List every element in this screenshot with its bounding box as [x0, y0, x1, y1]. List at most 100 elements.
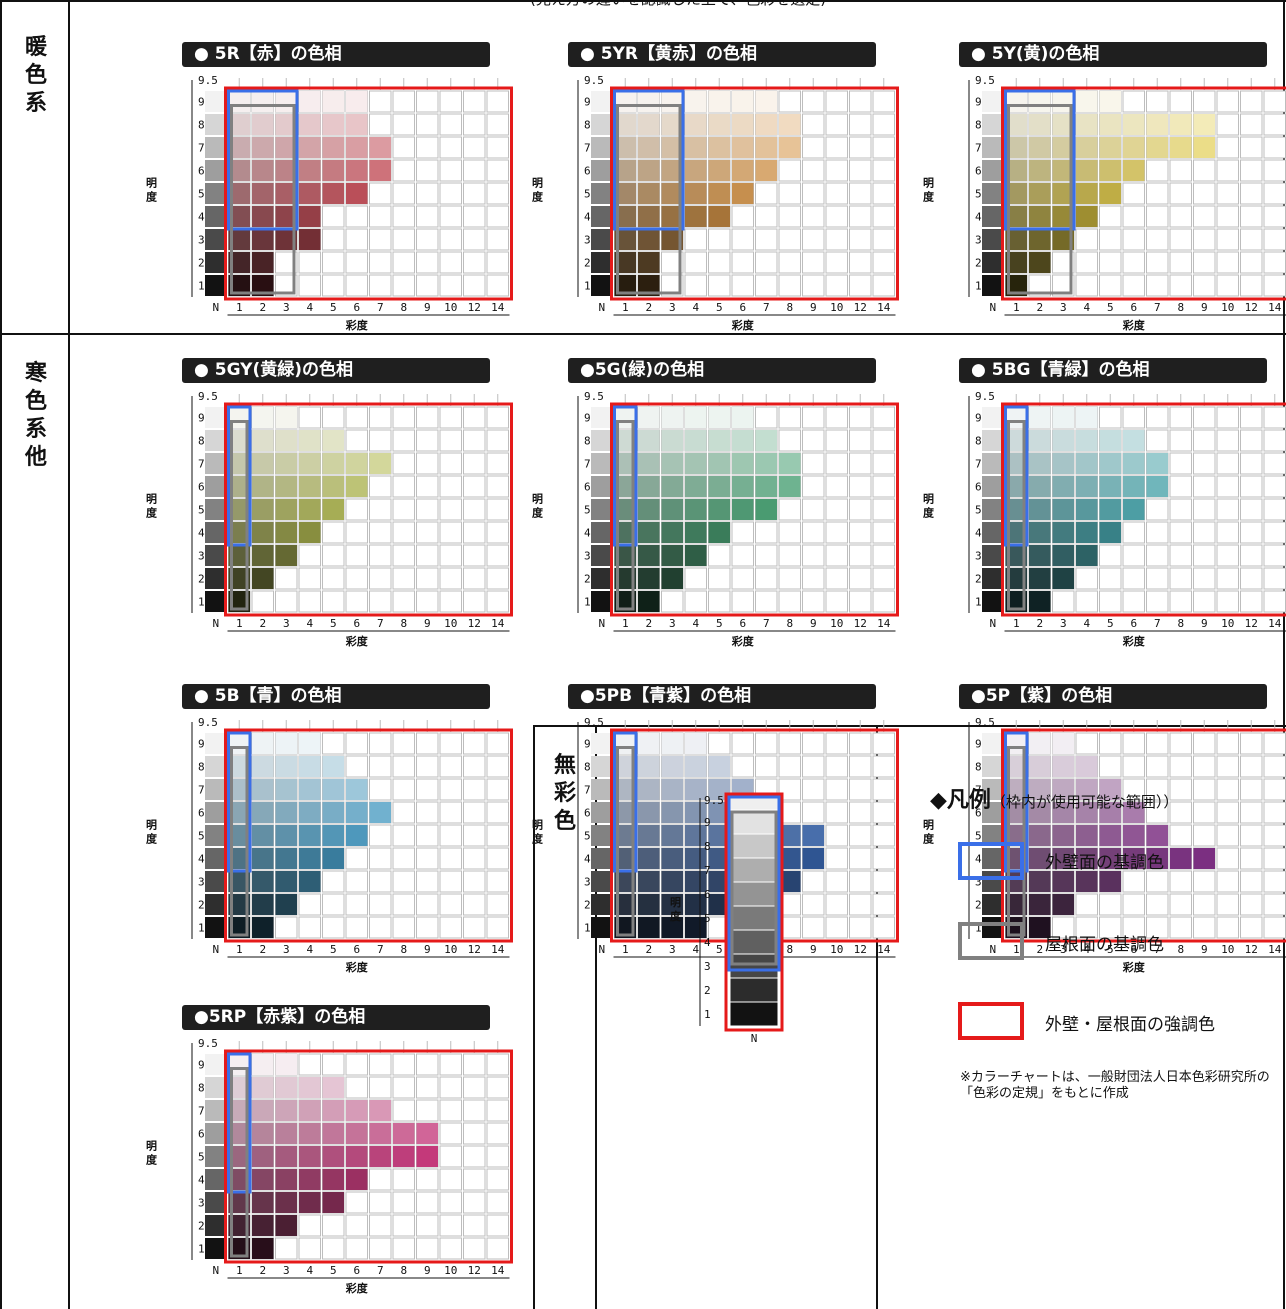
grid-cell	[1240, 228, 1263, 251]
x-tick-label: 7	[377, 617, 384, 630]
swatch-v9-cN	[591, 407, 613, 428]
header-partial: (見え方の違いを認識した上で、色彩を選定)	[530, 0, 826, 9]
y-tick-label: 2	[198, 1220, 205, 1233]
grid-cell	[1099, 274, 1122, 297]
grid-cell	[416, 251, 439, 274]
grid-cell	[825, 182, 848, 205]
x-tick-label: 9	[1201, 301, 1208, 314]
swatch-v7-cN	[205, 1100, 227, 1121]
swatch-v3-c3	[275, 1192, 297, 1213]
x-tick-label: N	[212, 301, 219, 314]
grid-cell	[755, 251, 778, 274]
neutral-y-tick-label: 9.5	[704, 794, 724, 807]
swatch-v5-cN	[205, 1146, 227, 1167]
y-tick-label: 3	[975, 876, 982, 889]
swatch-v2-cN	[205, 252, 227, 273]
neutral-swatch	[729, 833, 779, 859]
grid-cell	[251, 590, 274, 613]
grid-cell	[849, 778, 872, 801]
swatch-v4-c7	[1146, 848, 1168, 869]
swatch-v7-c5	[708, 137, 730, 158]
grid-cell	[1216, 778, 1239, 801]
y-tick-label: 4	[198, 853, 205, 866]
neutral-roof-frame	[730, 810, 778, 966]
grid-cell	[416, 590, 439, 613]
grid-cell	[275, 567, 298, 590]
swatch-v7-c5	[1099, 779, 1121, 800]
grid-cell	[439, 1076, 462, 1099]
swatch-v6-c5	[708, 160, 730, 181]
grid-cell	[1169, 590, 1192, 613]
grid-cell	[463, 778, 486, 801]
swatch-v5-c6	[1123, 825, 1145, 846]
swatch-v6-c4	[685, 160, 707, 181]
grid-cell	[439, 90, 462, 113]
swatch-v8-c3	[1052, 114, 1074, 135]
grid-cell	[439, 1053, 462, 1076]
grid-cell	[463, 205, 486, 228]
grid-cell	[298, 274, 321, 297]
grid-cell	[1122, 778, 1145, 801]
grid-cell	[708, 228, 731, 251]
grid-cell	[1216, 824, 1239, 847]
grid-cell	[369, 406, 392, 429]
grid-cell	[872, 544, 895, 567]
grid-cell	[463, 847, 486, 870]
hue-chart-5bg: ● 5BG【青緑】の色相 9.5 9 8 7 6 5 4 3 2 1 明度 N 1 2 3 4 5 6 7 8 9 10 12…	[913, 358, 1286, 658]
y-tick-label: 7	[198, 1105, 205, 1118]
swatch-v8-c3	[275, 430, 297, 451]
grid-cell	[1122, 521, 1145, 544]
grid-cell	[849, 916, 872, 939]
grid-cell	[322, 732, 345, 755]
swatch-v4-c2	[252, 1169, 274, 1190]
grid-cell	[1052, 590, 1075, 613]
swatch-v6-c5	[708, 476, 730, 497]
swatch-v8-c1	[228, 430, 250, 451]
swatch-v5-c2	[1029, 499, 1051, 520]
grid-cell	[486, 182, 509, 205]
x-axis-label: 彩度	[1122, 318, 1146, 332]
swatch-v7-c2	[638, 137, 660, 158]
grid-cell	[1169, 228, 1192, 251]
y-tick-label: 9.5	[975, 390, 995, 403]
swatch-v3-c1	[228, 871, 250, 892]
swatch-v5-c2	[252, 1146, 274, 1167]
y-tick-label: 3	[584, 876, 591, 889]
grid-cell	[463, 1214, 486, 1237]
swatch-v3-c3	[661, 229, 683, 250]
grid-cell	[802, 274, 825, 297]
swatch-v4-c2	[252, 848, 274, 869]
grid-cell	[1122, 90, 1145, 113]
swatch-v4-cN	[982, 206, 1004, 227]
grid-cell	[322, 228, 345, 251]
y-axis-label-2: 度	[532, 832, 544, 846]
grid-cell	[416, 801, 439, 824]
swatch-v8-c5	[708, 430, 730, 451]
grid-cell	[1075, 893, 1098, 916]
x-tick-label: 14	[877, 617, 891, 630]
swatch-v5-c2	[638, 499, 660, 520]
swatch-v8-c2	[252, 756, 274, 777]
accent-range-frame	[1001, 728, 1286, 943]
swatch-v7-c7	[1146, 137, 1168, 158]
grid-cell	[825, 916, 848, 939]
neutral-exterior-frame	[727, 795, 781, 972]
y-tick-label: 7	[198, 784, 205, 797]
x-tick-label: 2	[259, 301, 266, 314]
grid-cell	[392, 159, 415, 182]
grid-cell	[802, 228, 825, 251]
grid-cell	[416, 567, 439, 590]
grid-cell	[1240, 732, 1263, 755]
swatch-v8-c7	[755, 114, 777, 135]
swatch-v8-c2	[1029, 756, 1051, 777]
swatch-v8-c4	[685, 430, 707, 451]
grid-cell	[486, 870, 509, 893]
swatch-v6-c1	[228, 476, 250, 497]
swatch-v4-c1	[228, 206, 250, 227]
swatch-v5-c8	[393, 1146, 415, 1167]
swatch-v4-c2	[1029, 206, 1051, 227]
grid-cell	[439, 1099, 462, 1122]
swatch-v4-c4	[1076, 848, 1098, 869]
grid-cell	[463, 498, 486, 521]
